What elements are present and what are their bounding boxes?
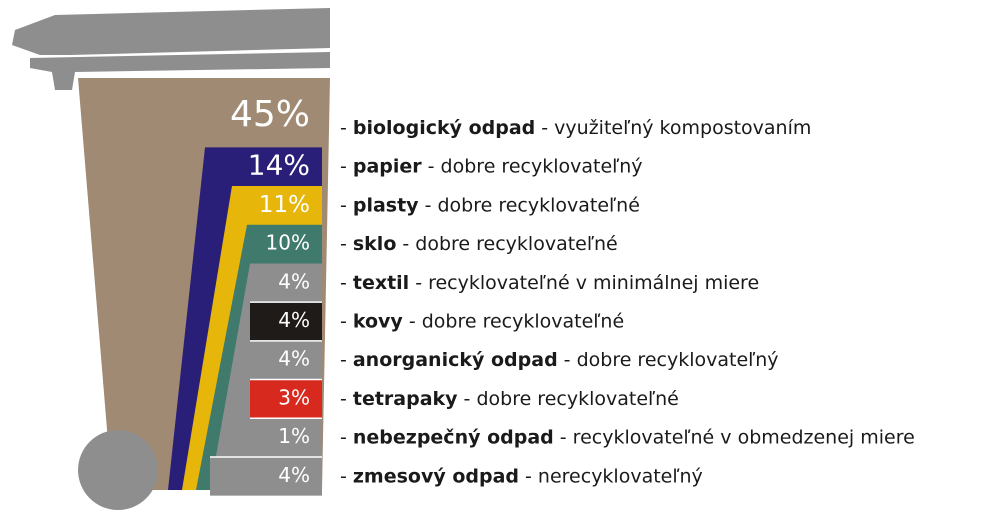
category-name: papier xyxy=(353,155,422,177)
category-name: anorganický odpad xyxy=(353,349,558,371)
bullet: - xyxy=(340,387,347,409)
category-name: sklo xyxy=(353,233,397,255)
bullet: - xyxy=(340,271,347,293)
labels: 45%-biologický odpad- využiteľný kompost… xyxy=(230,94,915,487)
description: - dobre recyklovateľný xyxy=(564,349,779,371)
bullet: - xyxy=(340,310,347,332)
bullet: - xyxy=(340,233,347,255)
value-label: 4% xyxy=(278,269,310,293)
description: - recyklovateľné v obmedzenej miere xyxy=(560,426,915,448)
value-label: 4% xyxy=(278,347,310,371)
description: - využiteľný kompostovaním xyxy=(541,117,811,139)
legend-entry: -plasty - dobre recyklovateľné xyxy=(340,194,640,216)
bullet: - xyxy=(340,426,347,448)
value-label: 45% xyxy=(230,94,310,135)
value-label: 4% xyxy=(278,463,310,487)
bullet: - xyxy=(340,349,347,371)
legend-entry: -tetrapaky - dobre recyklovateľné xyxy=(340,387,679,409)
legend-entry: -sklo- dobre recyklovateľné xyxy=(340,233,618,255)
description: - nerecyklovateľný xyxy=(525,465,703,487)
category-name: zmesový odpad xyxy=(353,465,519,487)
category-name: kovy xyxy=(353,310,404,332)
category-name: tetrapaky xyxy=(353,387,458,409)
value-label: 1% xyxy=(278,424,310,448)
legend-entry: -kovy- dobre recyklovateľné xyxy=(340,310,624,332)
legend-entry: -papier - dobre recyklovateľný xyxy=(340,155,643,177)
value-label: 14% xyxy=(248,149,310,182)
legend-entry: -textil - recyklovateľné v minimálnej mie… xyxy=(340,271,759,293)
value-label: 4% xyxy=(278,308,310,332)
legend-entry: -nebezpečný odpad - recyklovateľné v obme… xyxy=(340,426,915,448)
category-name: nebezpečný odpad xyxy=(353,426,554,448)
chart: 45%-biologický odpad- využiteľný kompost… xyxy=(0,0,989,515)
bullet: - xyxy=(340,155,347,177)
wheel xyxy=(78,430,158,510)
legend-entry: -anorganický odpad - dobre recyklovateľný xyxy=(340,349,779,371)
category-name: textil xyxy=(353,271,409,293)
description: - dobre recyklovateľné xyxy=(409,310,624,332)
description: - dobre recyklovateľné xyxy=(402,233,617,255)
description: - dobre recyklovateľný xyxy=(428,155,643,177)
lid xyxy=(12,8,330,55)
value-label: 11% xyxy=(259,192,310,218)
value-label: 10% xyxy=(266,231,310,255)
category-name: biologický odpad xyxy=(353,117,535,139)
bullet: - xyxy=(340,465,347,487)
value-label: 3% xyxy=(278,385,310,409)
description: - dobre recyklovateľné xyxy=(425,194,640,216)
legend-entry: -zmesový odpad - nerecyklovateľný xyxy=(340,465,703,487)
legend-entry: -biologický odpad - využiteľný kompostova… xyxy=(340,117,811,139)
description: - dobre recyklovateľné xyxy=(464,387,679,409)
bin-lid xyxy=(12,8,330,90)
category-name: plasty xyxy=(353,194,419,216)
bullet: - xyxy=(340,194,347,216)
description: - recyklovateľné v minimálnej miere xyxy=(415,271,759,293)
bullet: - xyxy=(340,117,347,139)
